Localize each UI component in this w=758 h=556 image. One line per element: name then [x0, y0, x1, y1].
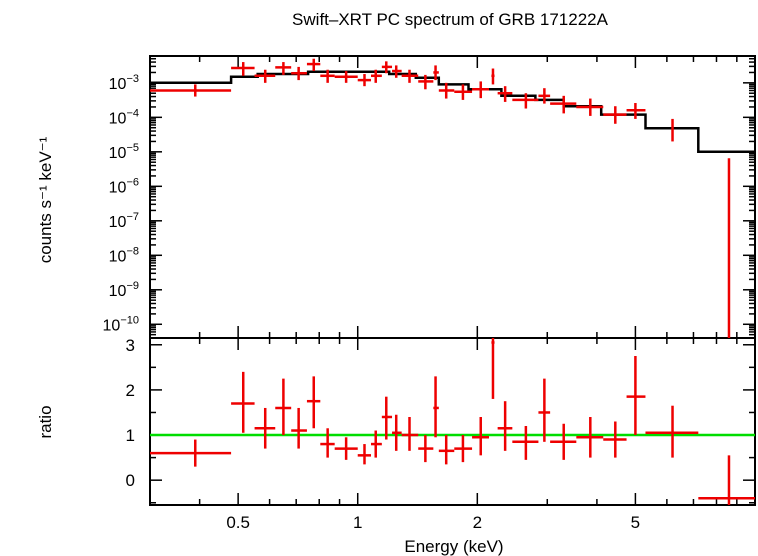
x-axis-label: Energy (keV) — [404, 537, 503, 556]
data-point — [275, 62, 292, 75]
data-point — [392, 65, 402, 78]
data-point — [418, 435, 434, 463]
chart-title: Swift–XRT PC spectrum of GRB 171222A — [292, 10, 609, 29]
data-point — [576, 98, 604, 116]
data-point — [334, 71, 358, 83]
data-point — [357, 74, 372, 87]
data-point — [512, 426, 539, 460]
data-point — [626, 356, 646, 436]
top-y-axis-label: counts s⁻¹ keV⁻¹ — [36, 136, 55, 263]
data-point — [231, 371, 255, 433]
data-point — [438, 82, 455, 99]
x-tick-label: 0.5 — [226, 513, 250, 532]
data-point — [392, 414, 402, 451]
data-point — [291, 407, 307, 449]
data-point — [320, 428, 335, 458]
data-point — [550, 423, 577, 460]
x-tick-label: 1 — [353, 513, 362, 532]
y-tick-label: 10−5 — [109, 142, 139, 162]
data-point — [497, 401, 513, 451]
data-point — [291, 66, 307, 81]
data-point — [275, 378, 292, 436]
data-point — [371, 69, 382, 83]
data-point — [626, 103, 646, 119]
top-data-points — [150, 58, 731, 338]
data-point — [497, 86, 513, 102]
data-point — [381, 396, 393, 440]
data-point — [401, 416, 419, 451]
y-tick-label: 10−4 — [109, 107, 139, 127]
data-point — [231, 62, 255, 76]
data-point — [306, 376, 321, 429]
data-point — [491, 338, 495, 399]
data-point — [371, 430, 382, 458]
model-curve — [150, 70, 755, 154]
data-point — [334, 437, 358, 460]
data-point — [320, 69, 335, 83]
y-tick-label: 10−6 — [109, 176, 139, 196]
y-tick-label: 0 — [126, 471, 135, 490]
data-point — [698, 455, 755, 505]
top-panel-ticks — [149, 55, 755, 350]
data-point — [538, 378, 551, 442]
data-point — [472, 81, 489, 99]
y-tick-label: 10−9 — [109, 280, 139, 300]
y-tick-label: 1 — [126, 426, 135, 445]
data-point — [254, 69, 276, 83]
data-point — [645, 405, 699, 458]
data-point — [603, 421, 627, 458]
top-panel-frame — [149, 55, 756, 339]
ratio-data-points — [150, 338, 755, 505]
data-point — [538, 88, 551, 104]
data-point — [433, 65, 439, 81]
bottom-panel-ticks — [149, 338, 755, 505]
x-tick-label: 2 — [473, 513, 482, 532]
bottom-panel-y-tick-labels: 0 1 2 3 — [126, 336, 135, 490]
x-tick-labels: 0.5 1 2 5 — [226, 513, 640, 532]
data-point — [150, 84, 232, 97]
bottom-y-axis-label: ratio — [36, 405, 55, 438]
data-point — [454, 435, 473, 463]
y-tick-label: 10−10 — [103, 314, 139, 334]
data-point — [433, 376, 439, 438]
y-tick-label: 3 — [126, 336, 135, 355]
y-tick-label: 10−7 — [109, 211, 139, 231]
data-point — [150, 439, 232, 467]
data-point — [576, 416, 604, 458]
data-point — [401, 69, 419, 83]
data-point — [550, 95, 577, 114]
x-tick-label: 5 — [631, 513, 640, 532]
y-tick-label: 2 — [126, 381, 135, 400]
data-point — [454, 84, 473, 100]
data-point — [472, 416, 489, 456]
data-point — [254, 407, 276, 449]
model-step-curve — [150, 70, 755, 154]
data-point — [603, 106, 627, 124]
top-panel-y-tick-labels: 10−3 10−4 10−5 10−6 10−7 10−8 10−9 10−10 — [103, 73, 139, 334]
data-point — [438, 435, 455, 465]
y-tick-label: 10−3 — [109, 73, 139, 93]
bottom-panel-frame — [149, 337, 756, 506]
data-point — [357, 444, 372, 465]
data-point — [512, 93, 539, 109]
y-tick-label: 10−8 — [109, 245, 139, 265]
data-point — [418, 74, 434, 90]
data-point — [381, 61, 393, 74]
data-point — [306, 58, 321, 72]
data-point — [491, 68, 495, 85]
